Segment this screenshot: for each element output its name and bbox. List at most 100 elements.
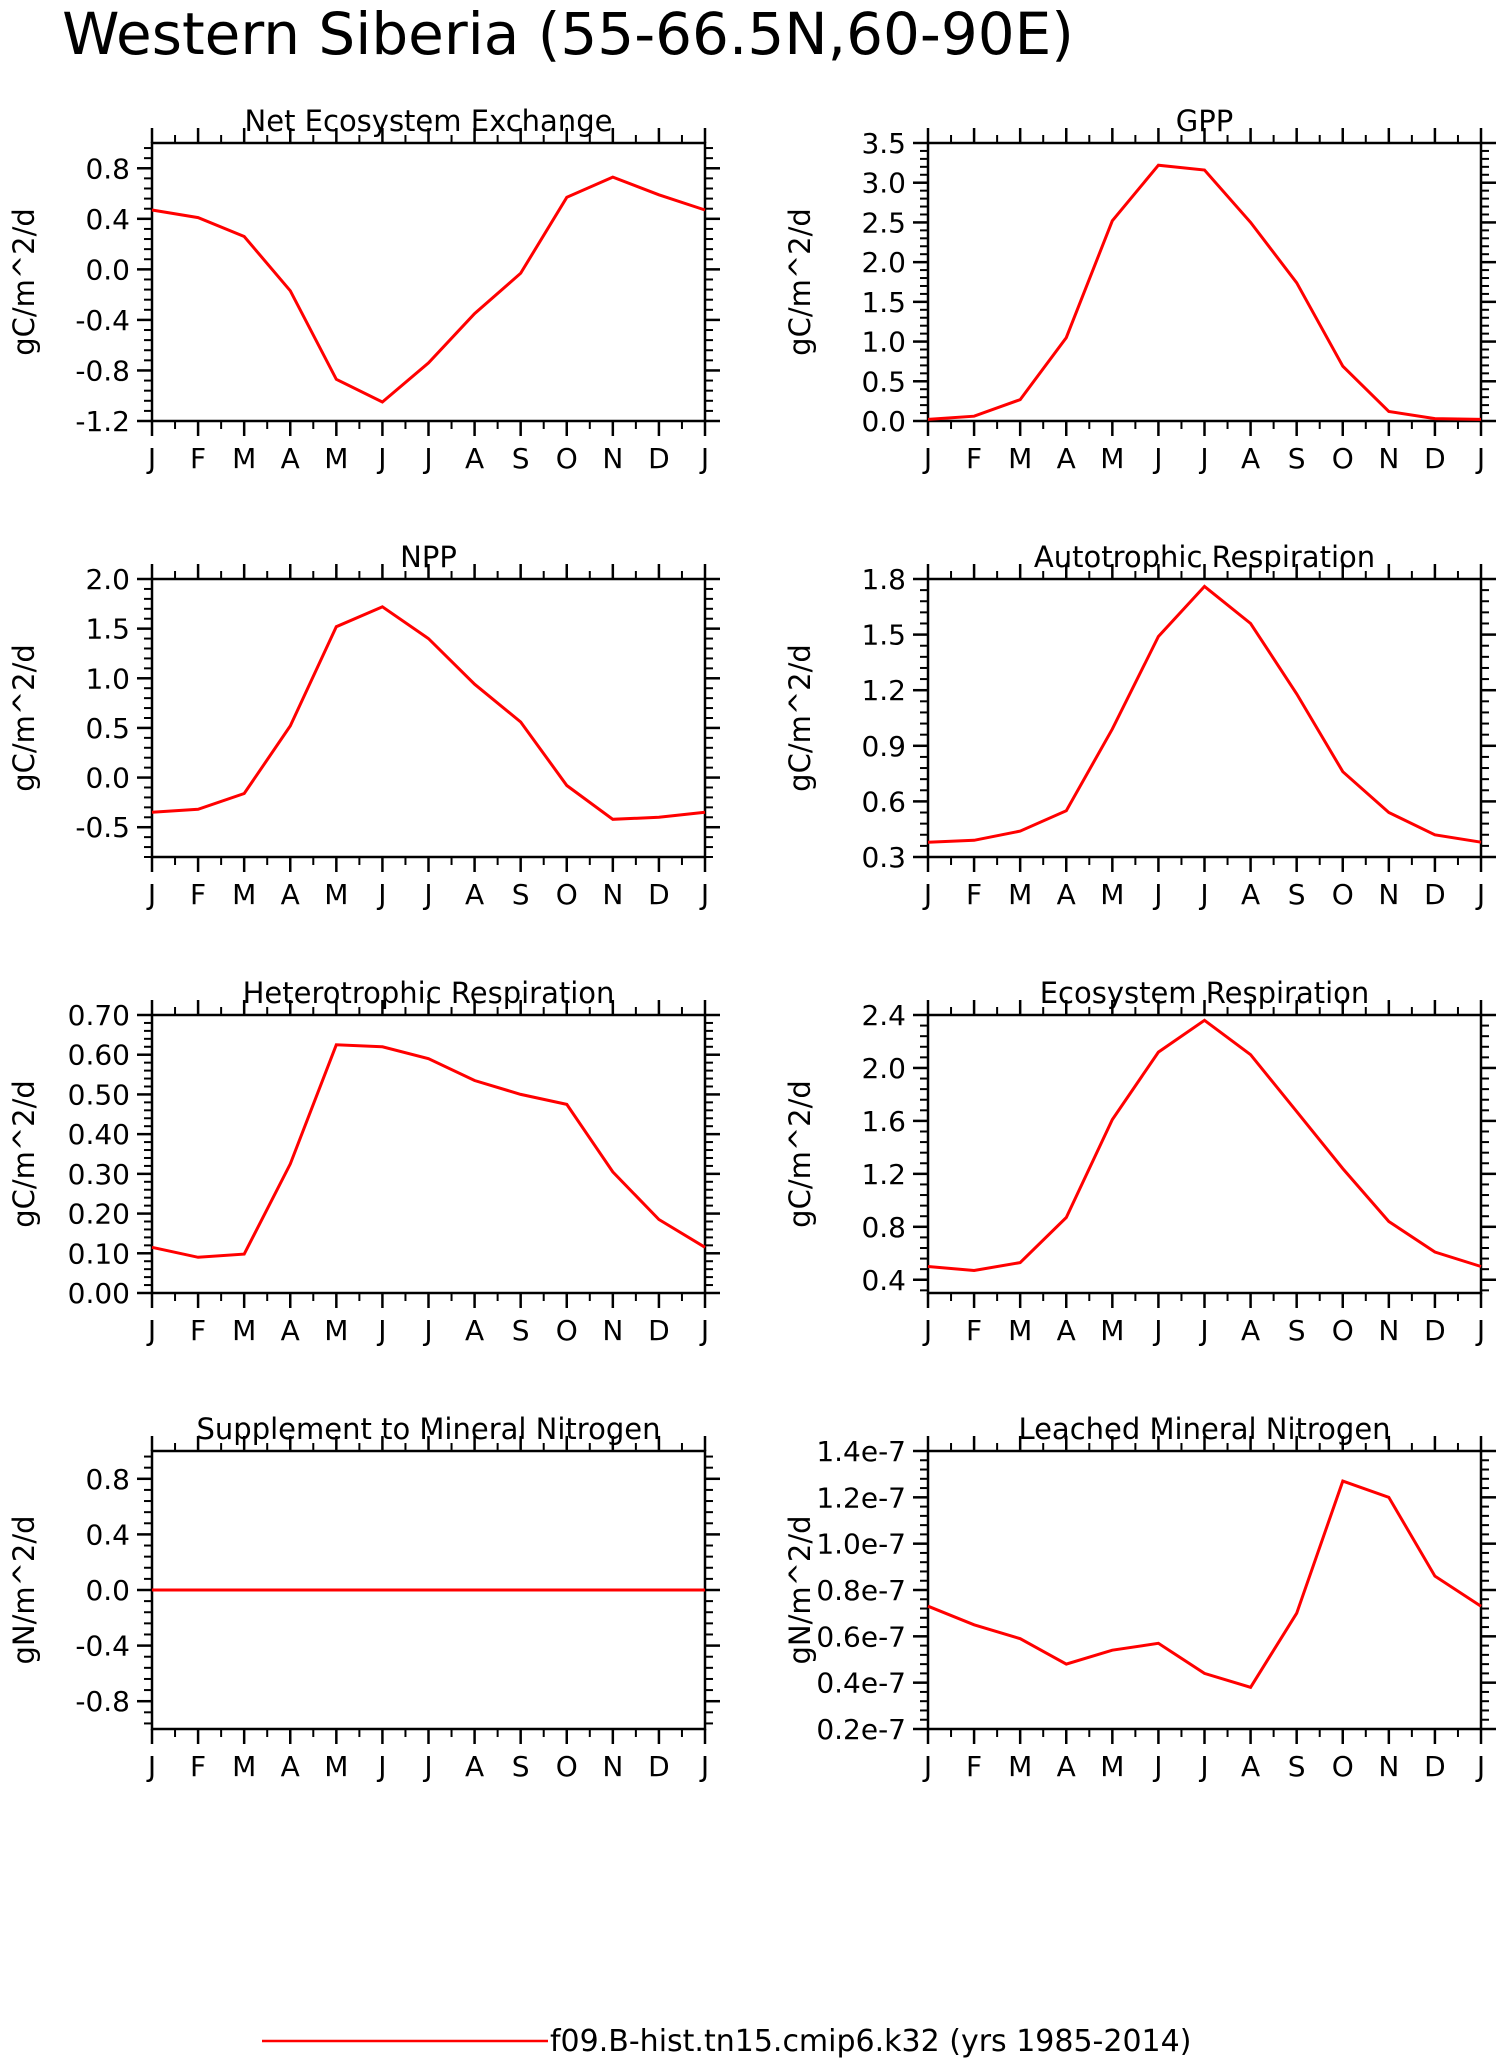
y-tick-label: 0.2e-7 xyxy=(816,1713,906,1746)
x-tick-label: J xyxy=(699,1750,709,1783)
x-tick-label: S xyxy=(512,1750,530,1783)
y-tick-label: 0.10 xyxy=(68,1237,130,1270)
x-tick-label: O xyxy=(1332,442,1354,475)
plot-frame xyxy=(152,579,705,857)
y-tick-label: 0.8 xyxy=(861,1211,906,1244)
plot-frame xyxy=(152,143,705,421)
x-tick-label: O xyxy=(1332,878,1354,911)
x-tick-label: J xyxy=(699,442,709,475)
x-tick-label: N xyxy=(602,878,623,911)
legend-label: f09.B-hist.tn15.cmip6.k32 (yrs 1985-2014… xyxy=(550,2024,1191,2059)
x-tick-label: J xyxy=(1475,1314,1485,1347)
y-tick-label: 1.2e-7 xyxy=(816,1481,906,1514)
x-tick-label: M xyxy=(1008,1314,1032,1347)
x-tick-label: D xyxy=(648,1750,670,1783)
x-tick-label: J xyxy=(922,1314,932,1347)
x-tick-label: O xyxy=(1332,1750,1354,1783)
x-tick-label: M xyxy=(1008,878,1032,911)
y-tick-label: 1.4e-7 xyxy=(816,1435,906,1468)
x-tick-label: O xyxy=(556,878,578,911)
x-tick-label: S xyxy=(512,1314,530,1347)
y-tick-label: 2.5 xyxy=(861,206,906,239)
x-tick-label: A xyxy=(465,1314,484,1347)
x-tick-label: F xyxy=(966,1314,982,1347)
x-tick-label: N xyxy=(602,1750,623,1783)
x-tick-label: N xyxy=(602,442,623,475)
x-tick-label: F xyxy=(190,878,206,911)
y-tick-label: 0.6e-7 xyxy=(816,1620,906,1653)
x-tick-label: M xyxy=(1008,442,1032,475)
x-tick-label: D xyxy=(648,878,670,911)
x-tick-label: N xyxy=(1378,1750,1399,1783)
x-tick-label: M xyxy=(1100,1314,1124,1347)
x-tick-label: M xyxy=(232,442,256,475)
y-tick-label: -1.2 xyxy=(75,405,130,438)
x-tick-label: J xyxy=(922,878,932,911)
x-tick-label: M xyxy=(1100,878,1124,911)
x-tick-label: J xyxy=(376,878,386,911)
series-line xyxy=(928,1020,1481,1270)
y-tick-label: 0.5 xyxy=(85,712,130,745)
series-line xyxy=(928,586,1481,842)
y-tick-label: 0.00 xyxy=(68,1277,130,1310)
x-tick-label: J xyxy=(699,878,709,911)
figure-title: Western Siberia (55-66.5N,60-90E) xyxy=(62,0,1074,68)
plot-frame xyxy=(928,1015,1481,1293)
series-line xyxy=(928,165,1481,419)
x-tick-label: O xyxy=(556,1750,578,1783)
x-tick-label: J xyxy=(1475,442,1485,475)
x-tick-label: D xyxy=(1424,442,1446,475)
y-axis-label: gC/m^2/d xyxy=(783,208,817,356)
x-tick-label: J xyxy=(1475,1750,1485,1783)
y-tick-label: 1.5 xyxy=(85,613,130,646)
y-tick-label: 2.0 xyxy=(85,563,130,596)
x-tick-label: A xyxy=(1057,1750,1076,1783)
y-tick-label: 0.8 xyxy=(85,1463,130,1496)
x-tick-label: O xyxy=(1332,1314,1354,1347)
y-tick-label: 1.5 xyxy=(861,286,906,319)
y-axis-label: gC/m^2/d xyxy=(783,1080,817,1228)
y-tick-label: 0.4e-7 xyxy=(816,1667,906,1700)
y-tick-label: -0.8 xyxy=(75,1685,130,1718)
x-tick-label: J xyxy=(376,1750,386,1783)
y-tick-label: 0.0 xyxy=(85,1574,130,1607)
x-tick-label: O xyxy=(556,1314,578,1347)
x-tick-label: A xyxy=(1057,442,1076,475)
plot-frame xyxy=(928,1451,1481,1729)
x-tick-label: M xyxy=(324,1750,348,1783)
x-tick-label: J xyxy=(1198,442,1208,475)
x-tick-label: M xyxy=(232,1750,256,1783)
x-tick-label: M xyxy=(1100,442,1124,475)
y-tick-label: 0.3 xyxy=(861,841,906,874)
y-tick-label: -0.5 xyxy=(75,811,130,844)
x-tick-label: A xyxy=(465,1750,484,1783)
x-tick-label: S xyxy=(1288,878,1306,911)
x-tick-label: J xyxy=(922,442,932,475)
x-tick-label: J xyxy=(1152,1314,1162,1347)
y-tick-label: 0.5 xyxy=(861,365,906,398)
y-axis-label: gC/m^2/d xyxy=(7,644,41,792)
x-tick-label: A xyxy=(281,878,300,911)
x-tick-label: J xyxy=(922,1750,932,1783)
y-tick-label: 0.4 xyxy=(85,203,130,236)
x-tick-label: J xyxy=(1152,878,1162,911)
x-tick-label: J xyxy=(1152,1750,1162,1783)
y-tick-label: 0.0 xyxy=(85,253,130,286)
x-tick-label: J xyxy=(1198,1750,1208,1783)
plot-frame xyxy=(928,143,1481,421)
y-tick-label: 0.40 xyxy=(68,1118,130,1151)
x-tick-label: J xyxy=(1198,1314,1208,1347)
y-tick-label: 0.9 xyxy=(861,730,906,763)
x-tick-label: A xyxy=(281,1750,300,1783)
y-tick-label: 1.0 xyxy=(85,662,130,695)
y-tick-label: 3.0 xyxy=(861,167,906,200)
x-tick-label: A xyxy=(1241,1314,1260,1347)
x-tick-label: M xyxy=(1008,1750,1032,1783)
x-tick-label: F xyxy=(966,878,982,911)
